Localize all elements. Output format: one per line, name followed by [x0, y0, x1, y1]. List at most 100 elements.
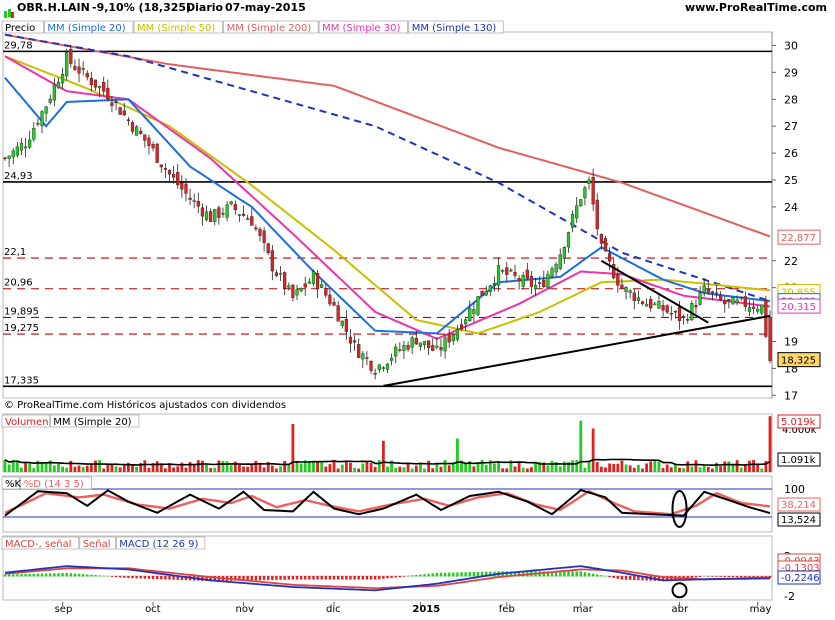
macd-histogram-bar [587, 572, 591, 577]
candle-body [237, 214, 242, 216]
volume-bar [15, 460, 19, 472]
macd-histogram-bar [57, 573, 60, 577]
macd-histogram-bar [382, 576, 385, 579]
macd-histogram-bar [661, 576, 665, 582]
candle-body [69, 48, 73, 64]
volume-bar [303, 460, 307, 472]
price-y-tick-label: 29 [784, 66, 798, 79]
price-legend-box [223, 20, 319, 34]
macd-histogram-bar [600, 575, 603, 577]
macd-histogram-bar [665, 576, 669, 581]
volume-bar [579, 420, 583, 472]
candle-body [270, 250, 274, 272]
macd-histogram-bar [513, 571, 517, 577]
volume-bar [476, 463, 480, 472]
candle-body [184, 183, 188, 194]
candle-body [114, 101, 118, 103]
price-legend-box [133, 20, 223, 34]
candle-body [97, 86, 102, 89]
volume-bar [521, 467, 525, 472]
candle-body [373, 373, 377, 375]
macd-histogram-bar [719, 576, 722, 577]
price-value-box [777, 298, 821, 314]
volume-bar [254, 460, 258, 472]
macd-histogram-bar [707, 576, 710, 577]
price-y-tick-label: 25 [784, 174, 798, 187]
candle-body [517, 278, 521, 282]
macd-histogram-bar [698, 576, 702, 577]
volume-bar [719, 466, 723, 472]
volume-bar [431, 468, 435, 472]
macd-histogram-bar [575, 571, 578, 577]
candle-body [106, 87, 110, 100]
price-legend-box [1, 20, 44, 34]
macd-histogram-bar [390, 576, 393, 578]
candle-body [468, 308, 472, 321]
candle-body [451, 334, 455, 341]
candle-body [23, 146, 28, 149]
volume-legend-label: Volumen [5, 417, 49, 428]
stoch-legend-box [20, 476, 93, 490]
macd-histogram-bar [262, 576, 266, 581]
macd-histogram-bar [410, 575, 414, 577]
candle-body [509, 269, 513, 272]
volume-bar [760, 468, 764, 472]
candle-body [459, 324, 464, 329]
macd-histogram-bar [361, 576, 365, 580]
volume-bar [147, 467, 151, 472]
stoch-legend-label: %D (14 3 5) [24, 479, 84, 490]
candle-body [665, 305, 669, 313]
candle-body [686, 319, 690, 321]
candle-body [328, 294, 332, 305]
volume-bar [530, 467, 533, 472]
volume-legend-box [1, 414, 50, 428]
macd-value-box [777, 570, 821, 585]
candle-body [28, 139, 32, 148]
macd-histogram-bar [81, 574, 85, 577]
volume-bar [443, 459, 447, 472]
macd-signal-line [4, 567, 771, 590]
candle-body [196, 200, 200, 207]
x-month-label: oct [145, 604, 161, 615]
volume-bar [739, 467, 743, 472]
macd-histogram-bar [49, 573, 52, 577]
macd-histogram-bar [612, 576, 615, 579]
volume-bar [229, 465, 233, 472]
macd-histogram-bar [279, 576, 282, 580]
macd-histogram-bar [406, 575, 410, 577]
volume-bar [546, 465, 550, 472]
candle-body [496, 265, 501, 286]
candle-body [85, 73, 89, 78]
macd-histogram-bar [3, 574, 7, 577]
candle-body [505, 267, 509, 275]
candle-body [250, 216, 254, 226]
volume-bar [735, 460, 739, 472]
candle-body [587, 179, 591, 184]
candle-body [77, 66, 81, 74]
volume-bar [172, 467, 176, 472]
macd-histogram-bar [168, 576, 171, 580]
macd-histogram-bar [386, 576, 389, 579]
candle-body [739, 296, 743, 299]
volume-bar [727, 461, 731, 472]
candle-body [320, 284, 324, 288]
volume-bar [493, 463, 496, 472]
volume-bar [423, 468, 426, 472]
volume-bar [246, 466, 250, 472]
price-value-box [777, 229, 821, 245]
macd-histogram-bar [341, 576, 344, 580]
macd-histogram-bar [53, 573, 56, 577]
macd-histogram-bar [12, 574, 15, 577]
candle-body [299, 288, 303, 292]
macd-histogram-bar [628, 576, 632, 580]
macd-histogram-bar [184, 576, 188, 581]
volume-bar [447, 465, 451, 472]
volume-value-label: 1.091k [781, 455, 816, 466]
price-y-tick-label: 19 [784, 335, 798, 348]
volume-bar [221, 460, 225, 472]
volume-bar [386, 466, 389, 472]
volume-bar [201, 460, 204, 472]
macd-histogram-bar [616, 576, 620, 579]
volume-bar [155, 461, 159, 472]
